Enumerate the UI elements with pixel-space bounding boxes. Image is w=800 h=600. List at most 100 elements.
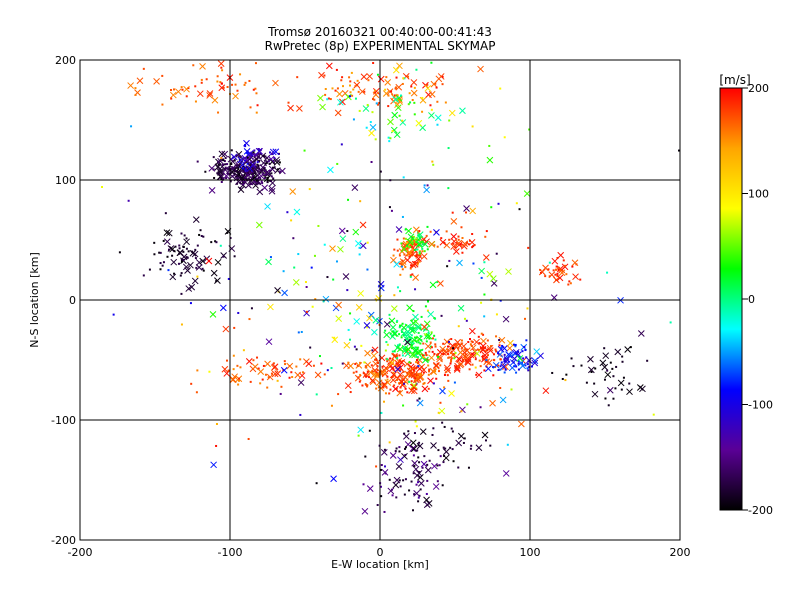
y-tick-label: -200 [51,534,76,547]
data-point-dot [262,364,265,367]
data-point-dot [349,338,352,341]
data-point-dot [440,314,443,317]
data-point-dot [250,151,253,154]
data-point-dot [436,464,439,467]
data-point-dot [556,272,559,275]
data-point-dot [420,315,423,318]
scatter-points [101,60,680,515]
data-point-dot [621,360,624,363]
data-point-dot [412,235,415,238]
data-point-cross [428,90,436,98]
data-point-cross [477,65,484,73]
data-point-dot [410,319,413,322]
data-point-cross [371,328,378,336]
data-point-dot [437,449,440,452]
data-point-dot [246,152,249,155]
data-point-dot [410,264,413,267]
data-point-cross [244,171,252,179]
data-point-dot [290,371,293,374]
data-point-dot [244,159,247,162]
data-point-cross [408,387,416,394]
data-point-dot [612,397,615,400]
data-point-dot [251,174,254,177]
data-point-dot [292,237,295,240]
data-point-dot [562,259,565,262]
data-point-dot [372,61,375,64]
data-point-cross [424,84,432,92]
data-point-cross [399,119,407,126]
data-point-dot [404,228,407,231]
data-point-dot [451,430,454,433]
data-point-dot [212,156,215,159]
data-point-cross [191,250,199,258]
data-point-dot [415,373,418,376]
data-point-dot [410,344,413,347]
data-point-cross [390,256,397,264]
data-point-dot [180,292,183,295]
data-point-dot [388,140,391,143]
data-point-cross [525,357,533,364]
data-point-dot [484,235,487,238]
data-point-dot [258,149,261,152]
data-point-dot [190,382,193,385]
data-point-cross [457,349,464,356]
data-point-cross [183,238,190,246]
data-point-dot [435,86,438,89]
data-point-dot [400,381,403,384]
data-point-dot [471,233,474,236]
data-point-dot [240,176,243,179]
data-point-dot [472,245,475,248]
data-point-cross [388,317,396,325]
data-point-dot [326,276,329,279]
data-point-dot [249,380,252,383]
data-point-dot [412,472,415,475]
data-point-dot [371,349,374,352]
data-point-dot [443,386,446,389]
data-point-dot [579,278,582,281]
data-point-cross [469,344,477,352]
data-point-dot [354,97,357,100]
data-point-cross [127,82,135,89]
data-point-dot [556,256,559,259]
data-point-dot [363,374,366,377]
data-point-cross [255,221,263,229]
data-point-cross [209,311,217,318]
data-point-cross [415,241,423,249]
data-point-dot [409,267,412,270]
data-point-dot [398,390,401,393]
data-point-dot [225,177,228,180]
data-point-dot [194,85,197,88]
data-point-dot [310,266,313,269]
data-point-cross [551,257,559,265]
data-point-dot [391,494,394,497]
data-point-dot [411,509,414,512]
data-point-dot [221,163,224,166]
data-point-dot [230,149,233,152]
data-point-dot [400,242,403,245]
data-point-cross [219,304,227,312]
data-point-dot [398,333,401,336]
data-point-dot [178,244,181,247]
data-point-cross [599,359,607,367]
data-point-dot [196,160,199,163]
data-point-cross [433,361,440,369]
data-point-dot [421,250,424,253]
data-point-cross [436,353,443,361]
data-point-dot [234,83,237,86]
data-point-cross [354,240,362,247]
data-point-dot [112,313,115,316]
data-point-cross [380,448,388,456]
data-point-dot [392,371,395,374]
data-point-cross [454,338,461,346]
data-point-dot [447,340,450,343]
data-point-cross [206,92,213,99]
data-point-cross [412,346,420,354]
data-point-dot [237,311,240,314]
data-point-dot [194,248,197,251]
data-point-cross [468,238,476,246]
data-point-dot [444,101,447,104]
data-point-cross [296,105,303,112]
data-point-dot [383,448,386,451]
data-point-dot [386,378,389,381]
y-axis-ticks: -200 -100 0 100 200 [51,54,76,547]
